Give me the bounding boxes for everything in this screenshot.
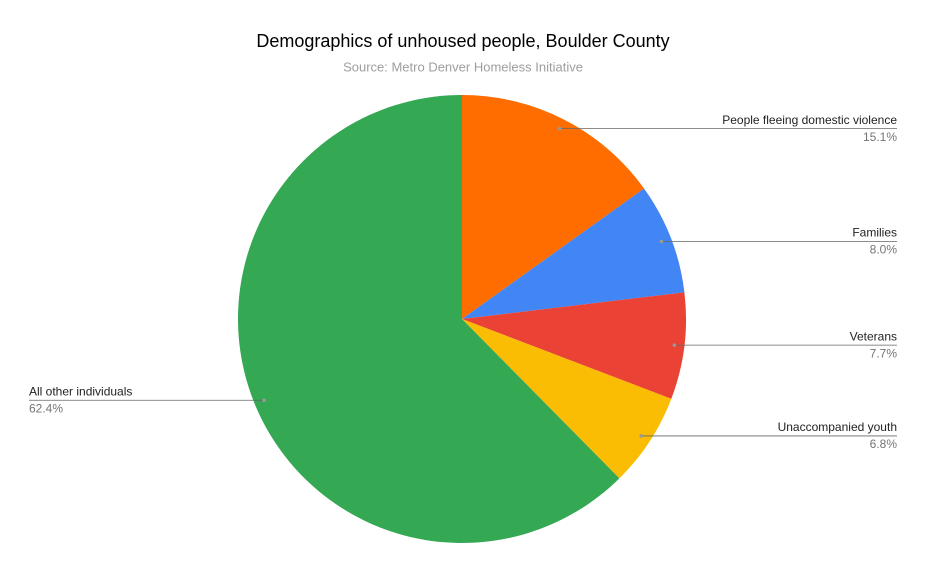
slice-value-label: 62.4% [29,401,63,415]
slice-value-label: 7.7% [870,346,898,360]
pie-slice [462,95,645,319]
pie-slice [462,319,672,479]
slice-label: Veterans [850,329,897,343]
leader-dot [672,343,677,347]
slice-value-label: 15.1% [863,130,897,144]
leader-dot [639,434,644,438]
leader-dot [557,126,562,131]
slice-value-label: 6.8% [870,437,898,451]
slice-label: Unaccompanied youth [778,420,897,434]
pie-slice [238,95,620,543]
slice-label: Families [852,226,897,240]
pie-slice [462,188,685,319]
slice-label: People fleeing domestic violence [722,113,897,127]
slice-label: All other individuals [29,384,132,398]
chart-title: Demographics of unhoused people, Boulder… [256,31,669,51]
leader-dot [262,398,266,403]
leader-dot [659,239,664,244]
pie-slice [462,292,686,399]
slice-value-label: 8.0% [870,243,898,257]
chart-subtitle: Source: Metro Denver Homeless Initiative [343,59,583,74]
